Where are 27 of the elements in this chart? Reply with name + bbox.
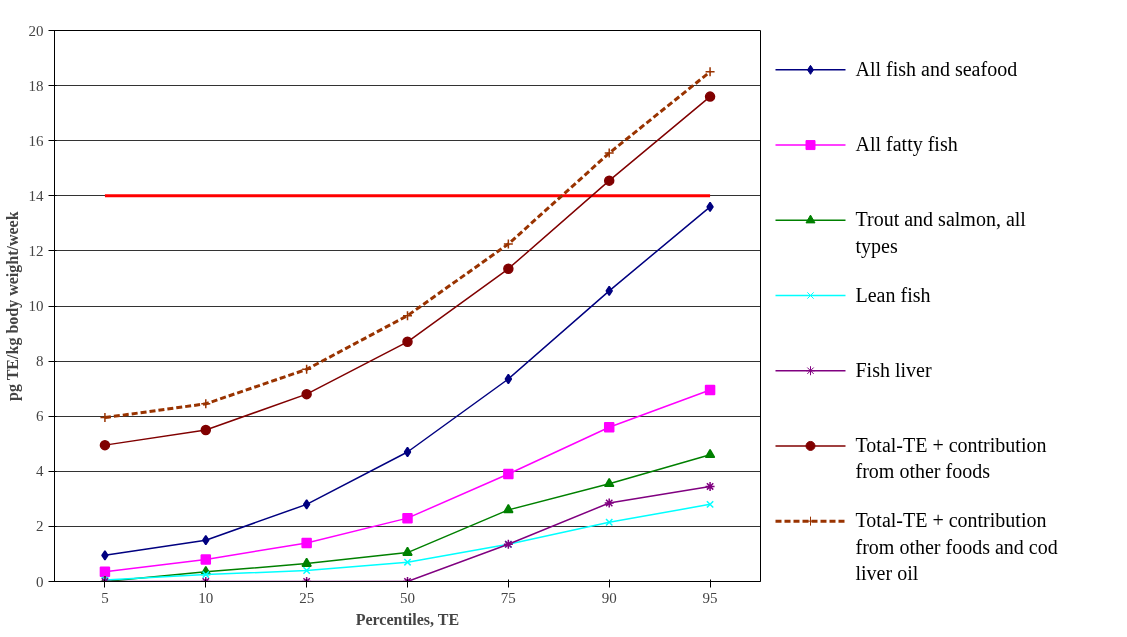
y-tick-label: 18 (28, 77, 44, 94)
x-tick-label: 25 (299, 589, 315, 606)
y-axis-title: pg TE/kg body weight/week (3, 211, 22, 401)
y-tick-label: 2 (36, 518, 44, 535)
x-tick-label: 50 (400, 589, 415, 606)
x-tick-label: 90 (601, 589, 617, 606)
legend-label: Fish liver (855, 358, 932, 381)
y-tick-label: 12 (28, 242, 44, 259)
legend-label: Total-TE + contribution from other foods (855, 433, 1047, 483)
legend-label: All fatty fish (855, 133, 958, 157)
y-tick-label: 8 (36, 353, 44, 370)
legend-label: Total-TE + contribution from other foods and cod liver oil (855, 509, 1058, 584)
y-tick-label: 0 (36, 573, 44, 590)
legend-label: All fish and seafood (855, 57, 1018, 80)
y-tick-label: 10 (28, 298, 44, 314)
y-tick-label: 14 (28, 187, 44, 204)
x-tick-label: 10 (198, 589, 214, 606)
x-tick-label: 75 (500, 589, 516, 606)
legend-label: Trout and salmon, all types (855, 208, 1027, 258)
legend-label: Lean fish (855, 283, 931, 306)
y-tick-label: 4 (36, 463, 44, 480)
x-tick-label: 95 (702, 589, 718, 606)
x-tick-label: 5 (101, 589, 109, 606)
y-tick-label: 6 (36, 408, 44, 425)
x-axis-title: Percentiles, TE (355, 610, 460, 628)
y-tick-label: 20 (28, 22, 44, 39)
y-tick-label: 16 (28, 132, 44, 149)
